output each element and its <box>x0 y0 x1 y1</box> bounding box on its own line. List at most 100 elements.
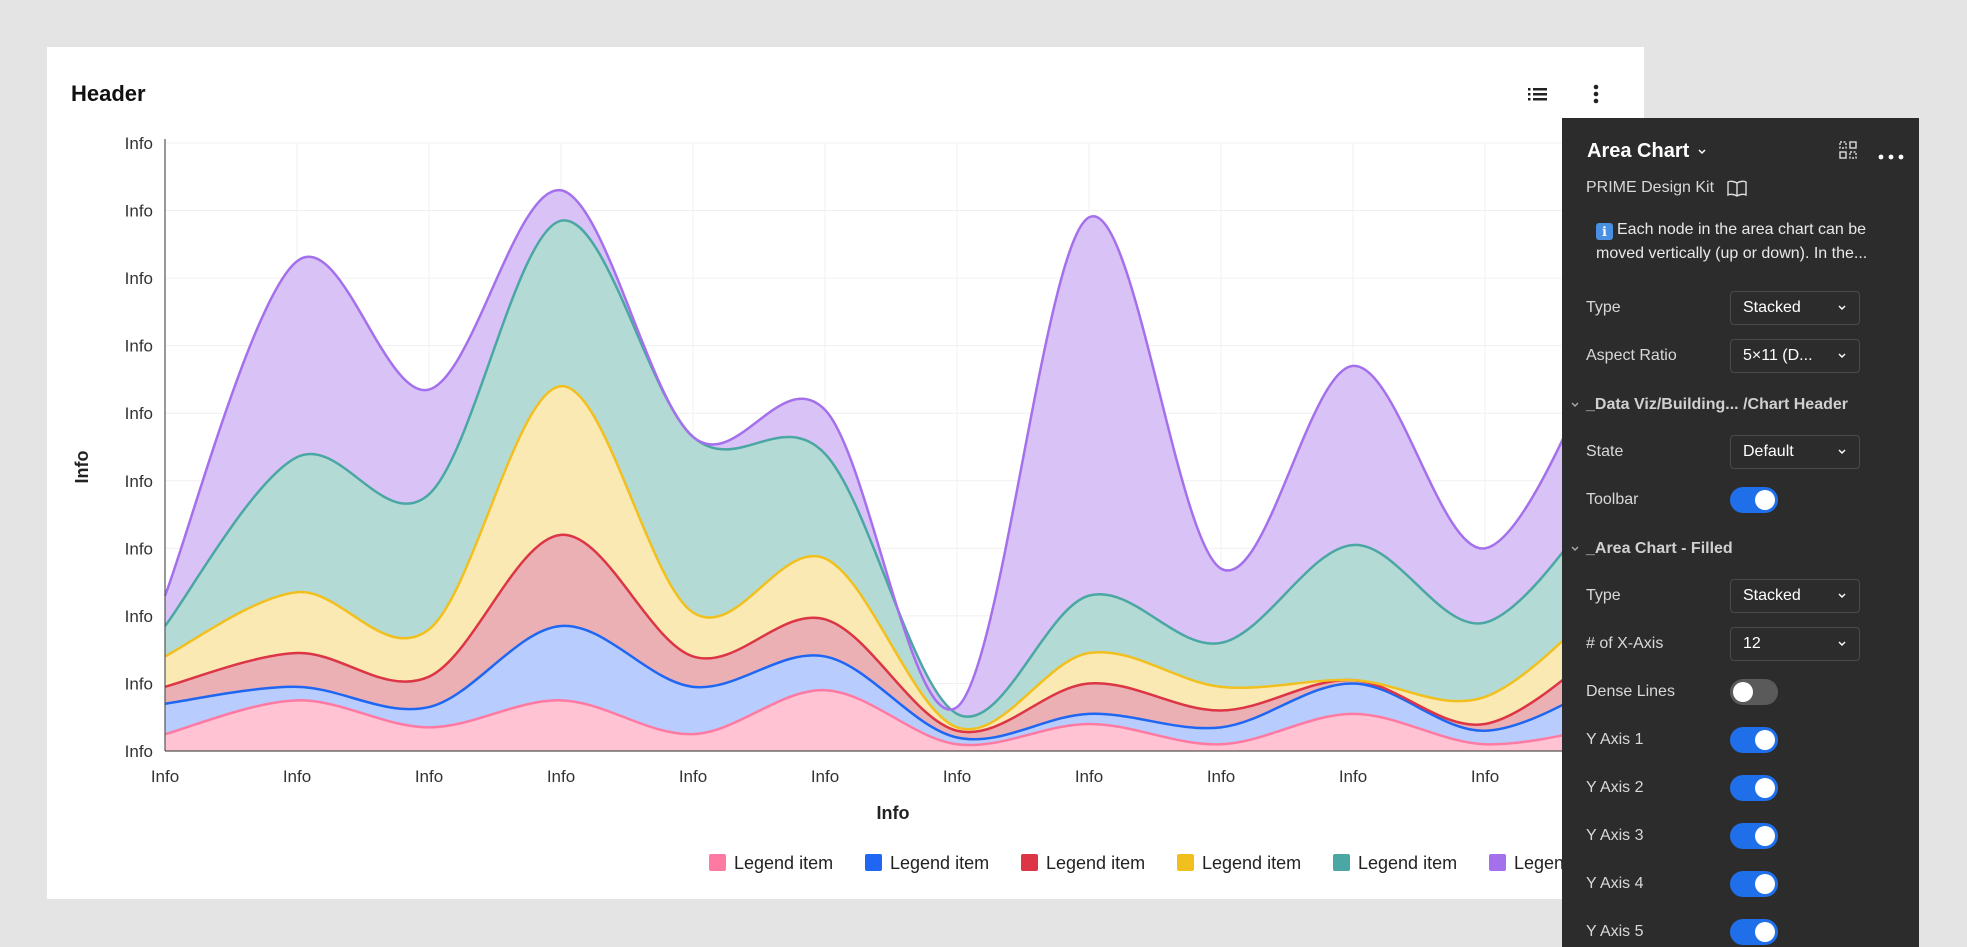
legend-item-1[interactable]: Legend item <box>709 853 833 873</box>
area-series-3 <box>165 534 1617 740</box>
chevron-down-icon <box>1838 305 1846 310</box>
x-tick-label: Info <box>151 767 179 786</box>
x-axis-value: 12 <box>1743 635 1761 652</box>
legend-item-3[interactable]: Legend item <box>1021 853 1145 873</box>
line-series-5 <box>164 219 1618 718</box>
x-axis-select[interactable]: 12 <box>1730 627 1860 661</box>
y-axis-3-row: Y Axis 3 <box>1586 818 1778 854</box>
y-axis-3-label: Y Axis 3 <box>1586 827 1644 844</box>
legend-swatch <box>1333 854 1350 871</box>
legend-swatch <box>1177 854 1194 871</box>
line-series-4 <box>164 384 1618 731</box>
y-axis-5-toggle[interactable] <box>1730 919 1778 945</box>
chevron-down-icon <box>1838 641 1846 646</box>
y-tick-label: Info <box>125 539 153 558</box>
y-axis-2-row: Y Axis 2 <box>1586 770 1778 806</box>
toolbar-toggle[interactable] <box>1730 487 1778 513</box>
y-tick-label: Info <box>125 202 153 221</box>
x-tick-label: Info <box>1471 767 1499 786</box>
properties-panel: Area Chart PRIME Design Kit ℹ Each node i… <box>1562 118 1919 947</box>
component-title[interactable]: Area Chart <box>1587 140 1707 163</box>
component-name: Area Chart <box>1587 140 1690 162</box>
x-tick-label: Info <box>811 767 839 786</box>
y-axis-1-row: Y Axis 1 <box>1586 722 1778 758</box>
y-axis-title: Info <box>72 451 92 484</box>
y-tick-label: Info <box>125 269 153 288</box>
chevron-down-icon <box>1571 546 1579 551</box>
toolbar-row: Toolbar <box>1586 482 1778 518</box>
line-series-6 <box>163 189 1619 711</box>
x-axis-label: # of X-Axis <box>1586 635 1664 652</box>
info-icon: ℹ <box>1596 223 1613 240</box>
y-axis-3-toggle[interactable] <box>1730 823 1778 849</box>
area-series-1 <box>165 690 1617 751</box>
y-axis-5-row: Y Axis 5 <box>1586 914 1778 947</box>
x-tick-label: Info <box>1339 767 1367 786</box>
y-axis-4-toggle[interactable] <box>1730 871 1778 897</box>
library-link[interactable]: PRIME Design Kit <box>1586 179 1748 197</box>
type2-select[interactable]: Stacked <box>1730 579 1860 613</box>
y-axis-1-label: Y Axis 1 <box>1586 731 1644 748</box>
y-axis-4-label: Y Axis 4 <box>1586 875 1644 892</box>
type-row: Type Stacked <box>1586 290 1860 326</box>
x-tick-label: Info <box>283 767 311 786</box>
y-tick-label: Info <box>125 134 153 153</box>
type2-label: Type <box>1586 587 1621 604</box>
aspect-ratio-value: 5×11 (D... <box>1743 347 1813 364</box>
y-tick-label: Info <box>125 404 153 423</box>
y-tick-label: Info <box>125 472 153 491</box>
list-icon[interactable] <box>1523 79 1553 109</box>
area-chart: Info Info Info Info Info Info Info Info Info Info… <box>72 134 1644 873</box>
x-tick-label: Info <box>547 767 575 786</box>
area-series-5 <box>165 220 1617 730</box>
state-value: Default <box>1743 443 1794 460</box>
more-horizontal-icon[interactable] <box>1878 147 1904 165</box>
legend-swatch <box>709 854 726 871</box>
aspect-ratio-label: Aspect Ratio <box>1586 347 1677 364</box>
library-name: PRIME Design Kit <box>1586 179 1715 196</box>
more-vertical-icon[interactable] <box>1581 79 1611 109</box>
section-chart-header[interactable]: _Data Viz/Building... /Chart Header <box>1570 390 1848 420</box>
aspect-ratio-select[interactable]: 5×11 (D... <box>1730 339 1860 373</box>
dense-lines-label: Dense Lines <box>1586 683 1675 700</box>
grid-icon[interactable] <box>1838 140 1858 165</box>
chevron-down-icon <box>1698 148 1706 154</box>
line-series-2 <box>164 624 1618 741</box>
state-select[interactable]: Default <box>1730 435 1860 469</box>
description-text: Each node in the area chart can be moved… <box>1596 221 1868 262</box>
state-row: State Default <box>1586 434 1860 470</box>
y-axis-2-label: Y Axis 2 <box>1586 779 1644 796</box>
section-area-chart-filled[interactable]: _Area Chart - Filled <box>1570 534 1733 564</box>
y-axis-1-toggle[interactable] <box>1730 727 1778 753</box>
area-series-4 <box>165 386 1617 733</box>
legend-label: Legend item <box>1046 853 1145 873</box>
description: ℹ Each node in the area chart can be move… <box>1596 218 1906 266</box>
area-series-6 <box>165 190 1617 717</box>
section-chart-header-label: _Data Viz/Building... /Chart Header <box>1586 396 1848 413</box>
type-select[interactable]: Stacked <box>1730 291 1860 325</box>
x-axis-title: Info <box>877 803 910 823</box>
dense-lines-row: Dense Lines <box>1586 674 1778 710</box>
type-label: Type <box>1586 299 1621 316</box>
state-label: State <box>1586 443 1624 460</box>
chevron-down-icon <box>1838 593 1846 598</box>
legend-item-4[interactable]: Legend item <box>1177 853 1301 873</box>
toolbar-label: Toolbar <box>1586 491 1639 508</box>
y-tick-label: Info <box>125 607 153 626</box>
y-axis-5-label: Y Axis 5 <box>1586 923 1644 940</box>
legend-label: Legend item <box>890 853 989 873</box>
legend-label: Legend item <box>1202 853 1301 873</box>
y-axis-2-toggle[interactable] <box>1730 775 1778 801</box>
legend-swatch <box>865 854 882 871</box>
y-tick-label: Info <box>125 742 153 761</box>
legend-item-5[interactable]: Legend item <box>1333 853 1457 873</box>
card-title: Header <box>71 81 146 106</box>
legend-label: Legend item <box>1358 853 1457 873</box>
x-tick-label: Info <box>1075 767 1103 786</box>
type2-row: Type Stacked <box>1586 578 1860 614</box>
dense-lines-toggle[interactable] <box>1730 679 1778 705</box>
book-icon <box>1727 180 1747 197</box>
legend-swatch <box>1489 854 1506 871</box>
legend-item-2[interactable]: Legend item <box>865 853 989 873</box>
area-series-2 <box>165 625 1617 746</box>
